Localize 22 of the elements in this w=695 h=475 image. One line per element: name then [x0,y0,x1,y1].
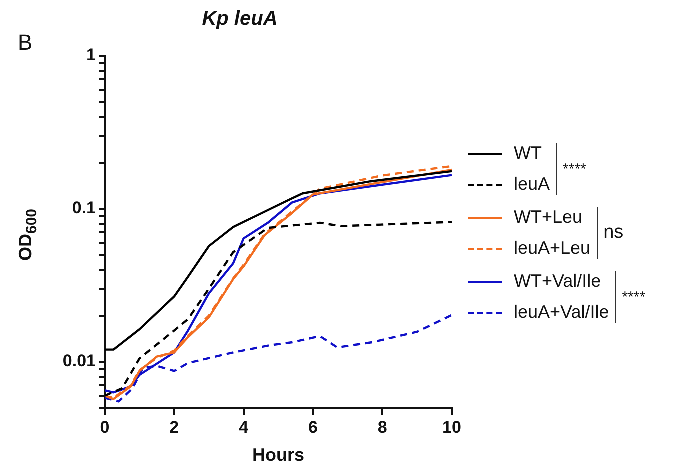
x-tick-label: 8 [378,418,388,437]
legend-label: leuA+Val/Ile [514,302,610,323]
chart-title: Kp leuA [201,8,279,31]
x-tick-label: 10 [442,418,462,437]
x-axis-title: Hours [252,445,305,466]
text: **** [622,288,646,306]
x-tick-label: 4 [239,418,250,437]
legend-label: leuA+Leu [514,238,591,259]
text: ns [604,222,624,244]
legend-label: leuA [514,174,550,195]
x-tick-label: 2 [170,418,180,437]
x-tick-label: 0 [100,418,110,437]
legend-label: WT [514,143,542,164]
legend-label: WT+Leu [514,207,583,228]
legend-label: WT+Val/Ile [514,271,602,292]
y-tick-label: 1 [86,46,96,65]
text: B [18,30,33,56]
y-tick-label: 0.1 [72,198,96,218]
text: **** [563,160,586,178]
x-tick-label: 6 [308,418,318,437]
line-series [105,221,452,397]
y-tick-label: 0.01 [62,352,96,371]
